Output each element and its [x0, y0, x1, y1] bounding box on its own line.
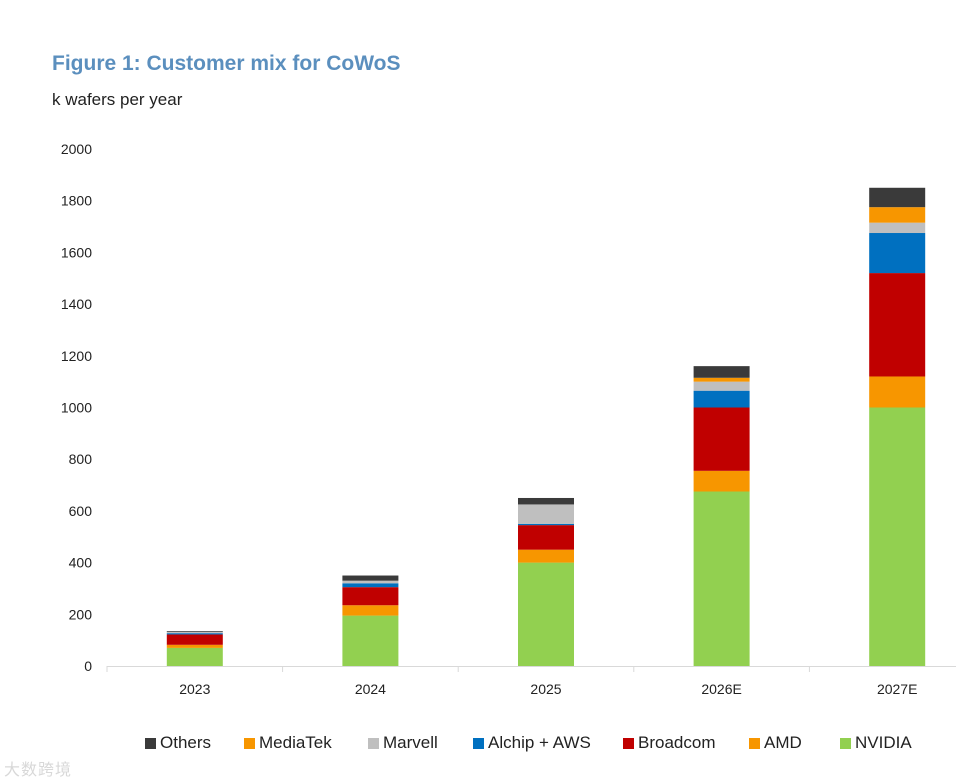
legend-label: Broadcom	[638, 733, 716, 752]
x-axis: 2023 2024 2025 2026E 2027E	[106, 666, 956, 697]
y-tick-label: 600	[69, 503, 93, 519]
x-tick-label: 2023	[179, 681, 210, 697]
legend-swatch	[840, 737, 851, 749]
bar-others-2025	[518, 497, 574, 505]
bar-marvell-2026e	[693, 381, 750, 391]
y-tick-label: 1800	[61, 193, 92, 209]
bars	[166, 187, 926, 666]
bar-alchip-aws-2025	[518, 523, 574, 526]
bar-marvell-2024	[342, 580, 399, 584]
y-tick-label: 800	[69, 451, 93, 467]
bar-broadcom-2023	[166, 634, 223, 645]
bar-amd-2027e	[869, 376, 926, 408]
y-tick-label: 2000	[61, 141, 92, 157]
x-tick-label: 2027E	[877, 681, 917, 697]
legend-item-alchip-aws: Alchip + AWS	[473, 733, 591, 753]
bar-nvidia-2026e	[693, 491, 750, 666]
legend-item-amd: AMD	[749, 733, 802, 753]
bar-mediatek-2026e	[693, 377, 750, 382]
y-tick-label: 1400	[61, 296, 92, 312]
bar-nvidia-2027e	[869, 407, 926, 666]
y-tick-label: 0	[84, 658, 92, 674]
bar-nvidia-2023	[166, 647, 223, 666]
watermark: 大数跨境	[4, 762, 73, 779]
y-axis: 0 200 400 600 800 1000 1200 1400 1600 1800 2000	[61, 141, 92, 674]
bar-broadcom-2026e	[693, 407, 750, 471]
bar-others-2023	[166, 631, 223, 632]
bar-broadcom-2025	[518, 525, 574, 550]
legend-swatch	[244, 737, 255, 749]
bar-marvell-2023	[166, 631, 223, 634]
y-tick-label: 200	[69, 606, 93, 622]
legend-label: Others	[160, 733, 212, 752]
bar-nvidia-2025	[518, 562, 574, 666]
legend-item-mediatek: MediaTek	[244, 733, 332, 753]
bar-amd-2023	[166, 644, 223, 648]
legend-label: MediaTek	[259, 733, 332, 752]
legend-item-broadcom: Broadcom	[623, 733, 715, 753]
bar-mediatek-2027e	[869, 207, 926, 223]
bar-broadcom-2027e	[869, 273, 926, 377]
chart-subtitle: k wafers per year	[52, 90, 183, 109]
legend: Others MediaTek Marvell Alchip + AWS Broadco…	[0, 733, 956, 757]
bar-others-2026e	[693, 366, 750, 378]
legend-swatch	[473, 737, 484, 749]
legend-label: Marvell	[383, 733, 438, 752]
y-tick-label: 1000	[61, 400, 92, 416]
legend-item-others: Others	[145, 733, 211, 753]
bar-alchip-aws-2026e	[693, 390, 750, 408]
bar-marvell-2025	[518, 504, 574, 524]
x-tick-label: 2025	[530, 681, 561, 697]
bar-amd-2026e	[693, 470, 750, 492]
legend-swatch	[623, 737, 634, 749]
bar-others-2027e	[869, 187, 926, 208]
y-tick-label: 1200	[61, 348, 92, 364]
stacked-bar-chart: 0 200 400 600 800 1000 1200 1400 1600 1800 2000 20…	[61, 141, 956, 697]
x-tick-label: 2024	[355, 681, 386, 697]
bar-alchip-aws-2024	[342, 583, 399, 588]
legend-label: NVIDIA	[855, 733, 912, 752]
legend-item-nvidia: NVIDIA	[840, 733, 912, 753]
legend-label: AMD	[764, 733, 802, 752]
legend-swatch	[368, 737, 379, 749]
legend-item-marvell: Marvell	[368, 733, 438, 753]
bar-amd-2025	[518, 549, 574, 563]
bar-alchip-aws-2023	[166, 633, 223, 635]
chart-title: Figure 1: Customer mix for CoWoS	[52, 52, 401, 75]
y-tick-label: 1600	[61, 244, 92, 260]
y-tick-label: 400	[69, 555, 93, 571]
bar-amd-2024	[342, 605, 399, 616]
legend-label: Alchip + AWS	[488, 733, 591, 752]
legend-swatch	[749, 737, 760, 749]
bar-alchip-aws-2027e	[869, 233, 926, 274]
x-tick-label: 2026E	[701, 681, 741, 697]
legend-swatch	[145, 737, 156, 749]
bar-others-2024	[342, 575, 399, 581]
bar-marvell-2027e	[869, 222, 926, 234]
bar-nvidia-2024	[342, 615, 399, 666]
bar-broadcom-2024	[342, 587, 399, 606]
